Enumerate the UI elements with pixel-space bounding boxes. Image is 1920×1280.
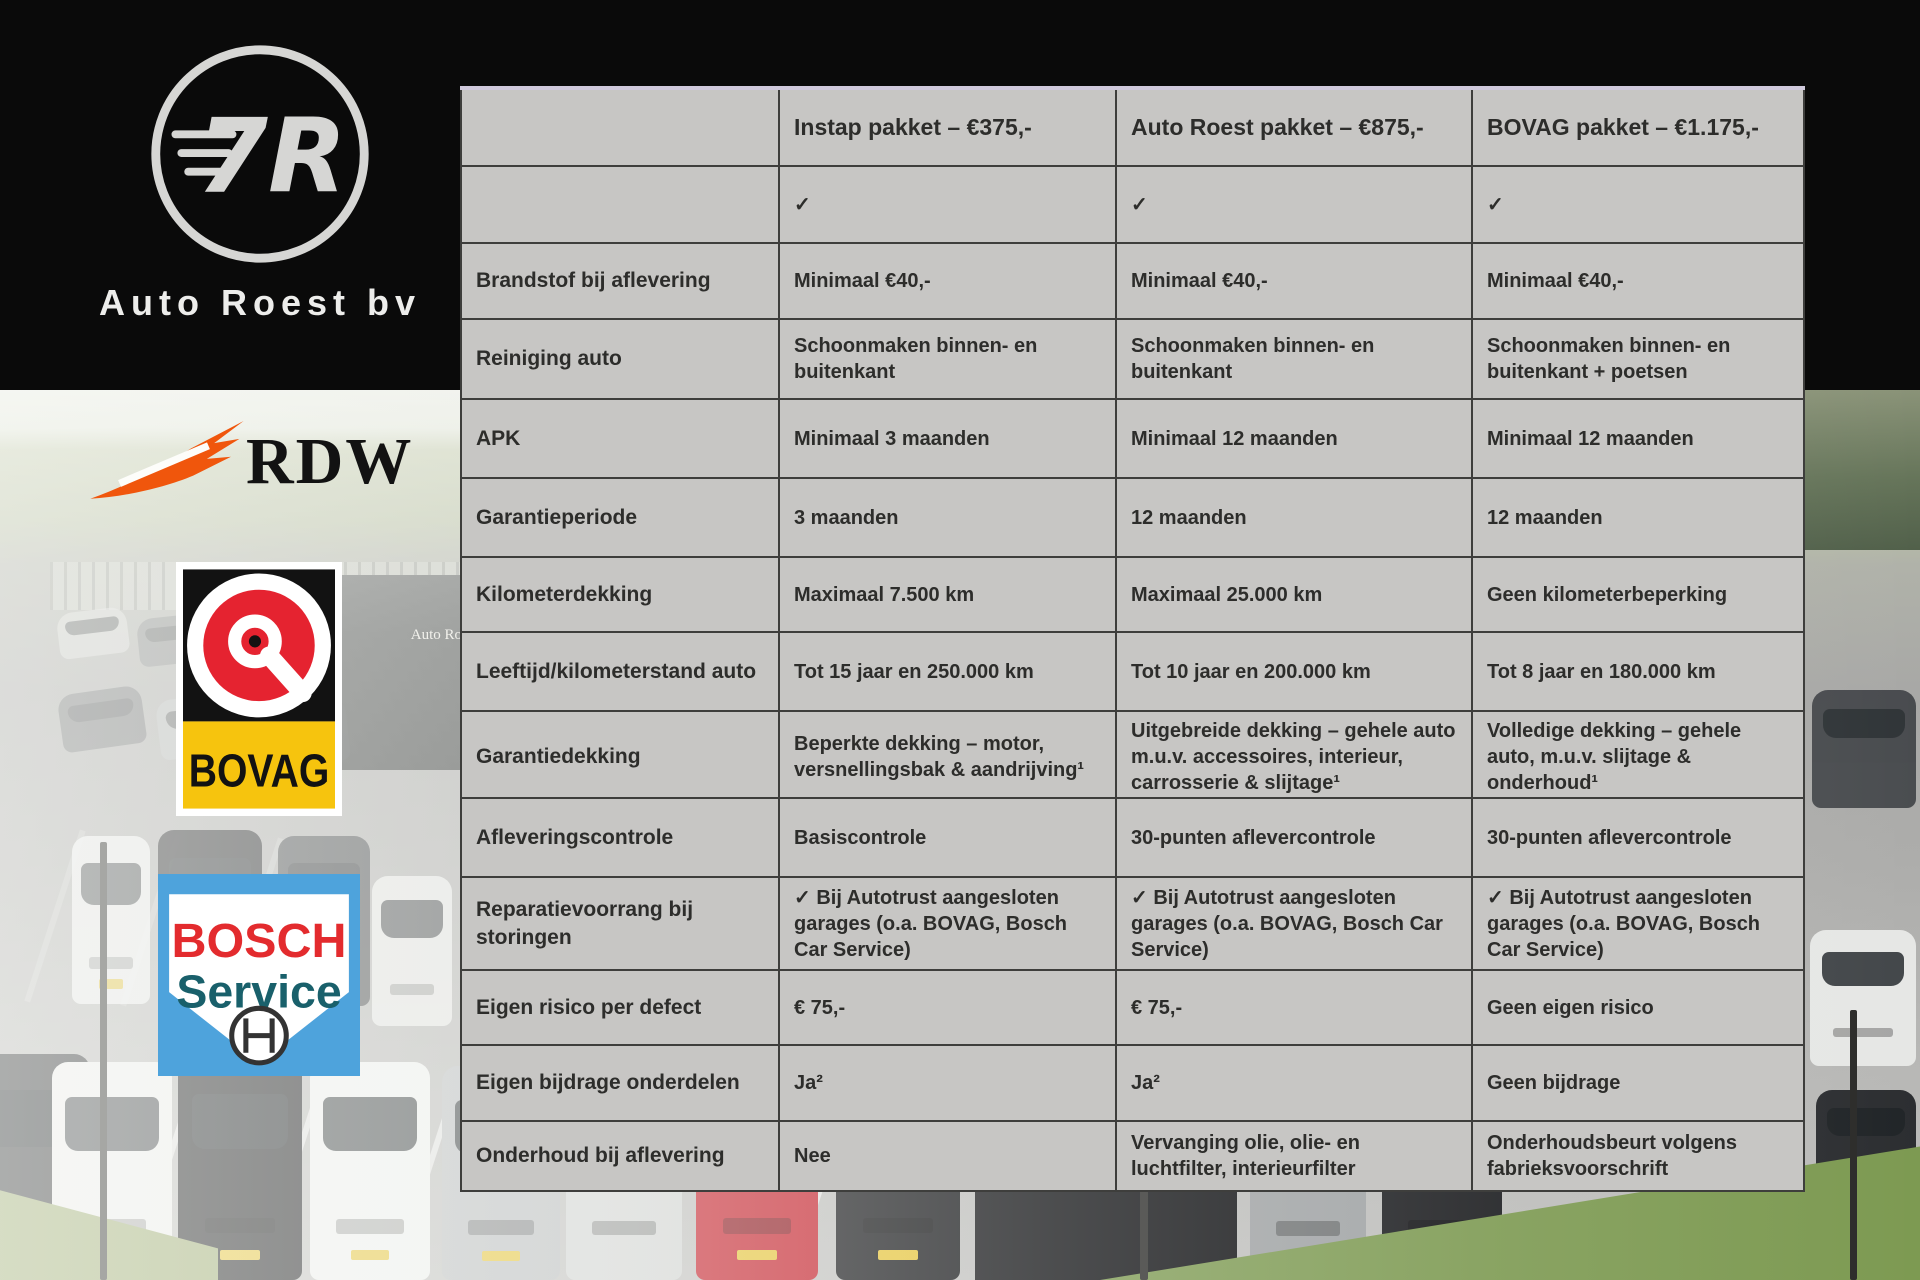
cell: Schoonmaken binnen- en buitenkant + poet… xyxy=(1487,335,1731,383)
auto-roest-logo: 7R Auto Roest bv xyxy=(60,8,460,390)
row-label: Garantiedekking xyxy=(462,712,780,802)
cell: Nee xyxy=(780,1122,1117,1190)
table-header-row: Instap pakket – €375,- Auto Roest pakket… xyxy=(462,90,1803,167)
lamppost xyxy=(100,842,107,1280)
table-row: Onderhoud bij aflevering Nee Vervanging … xyxy=(462,1122,1803,1190)
car-shape xyxy=(55,605,131,661)
table-row: Garantieperiode 3 maanden 12 maanden 12 … xyxy=(462,479,1803,558)
table-row: ✓ ✓ ✓ xyxy=(462,167,1803,244)
car-shape xyxy=(72,836,150,1004)
car-shape xyxy=(178,1058,302,1280)
cell: Geen kilometerbeperking xyxy=(1487,583,1728,606)
cell: Minimaal 12 maanden xyxy=(1487,427,1694,450)
rdw-wing-icon xyxy=(90,421,244,499)
cell: Maximaal 7.500 km xyxy=(780,558,1117,631)
row-label: Kilometerdekking xyxy=(462,558,780,631)
row-label: Eigen risico per defect xyxy=(462,971,780,1044)
bosch-service-logo: BOSCH Service xyxy=(158,874,360,1076)
cell: Maximaal 25.000 km xyxy=(1117,558,1473,631)
row-label: Reiniging auto xyxy=(462,320,780,398)
bosch-wordmark: BOSCH xyxy=(171,914,346,968)
cell: 12 maanden xyxy=(1117,479,1473,556)
cell: € 75,- xyxy=(780,971,1117,1044)
cell: Geen bijdrage xyxy=(1487,1072,1621,1094)
brand-name: Auto Roest bv xyxy=(98,282,421,323)
header-cell-auto-roest: Auto Roest pakket – €875,- xyxy=(1117,90,1473,165)
cell: Vervanging olie, olie- en luchtfilter, i… xyxy=(1117,1122,1473,1190)
row-label: Leeftijd/kilometerstand auto xyxy=(462,633,780,710)
bovag-logo: BOVAG xyxy=(176,562,342,816)
cell: Schoonmaken binnen- en buitenkant xyxy=(780,320,1117,398)
row-label: Onderhoud bij aflevering xyxy=(462,1122,780,1190)
cell: ✓ Bij Autotrust aangesloten garages (o.a… xyxy=(780,878,1117,969)
car-shape xyxy=(372,876,452,1026)
auto-roest-monogram-icon: 7R xyxy=(151,45,369,263)
cell: Tot 10 jaar en 200.000 km xyxy=(1117,633,1473,710)
car-shape xyxy=(56,684,148,754)
cell-checkmark: ✓ xyxy=(1487,193,1504,216)
table-row: APK Minimaal 3 maanden Minimaal 12 maand… xyxy=(462,400,1803,479)
cell: Onderhoudsbeurt volgens fabrieksvoorschr… xyxy=(1487,1132,1738,1180)
header-cell-bovag: BOVAG pakket – €1.175,- xyxy=(1487,113,1759,140)
cell: 30-punten aflevercontrole xyxy=(1487,826,1732,849)
cell: Schoonmaken binnen- en buitenkant xyxy=(1117,320,1473,398)
cell: Minimaal 3 maanden xyxy=(780,400,1117,477)
row-label: Brandstof bij aflevering xyxy=(462,244,780,318)
row-label: Eigen bijdrage onderdelen xyxy=(462,1046,780,1120)
header-cell-instap: Instap pakket – €375,- xyxy=(780,90,1117,165)
table-row: Reiniging auto Schoonmaken binnen- en bu… xyxy=(462,320,1803,400)
bovag-wordmark: BOVAG xyxy=(189,745,330,797)
row-label: Afleveringscontrole xyxy=(462,799,780,876)
comparison-table: Instap pakket – €375,- Auto Roest pakket… xyxy=(460,86,1805,1192)
cell: € 75,- xyxy=(1117,971,1473,1044)
cell: Beperkte dekking – motor, versnellingsba… xyxy=(780,712,1117,802)
cell: Tot 8 jaar en 180.000 km xyxy=(1487,660,1716,683)
cell: Uitgebreide dekking – gehele auto m.u.v.… xyxy=(1117,712,1473,802)
cell: Minimaal 12 maanden xyxy=(1117,400,1473,477)
building-sign: Auto Ro xyxy=(410,627,462,643)
bosch-shield-icon: BOSCH Service xyxy=(158,874,360,1076)
bovag-emblem-icon: BOVAG xyxy=(183,569,335,809)
row-label: Garantieperiode xyxy=(462,479,780,556)
cell: Minimaal €40,- xyxy=(780,244,1117,318)
car-shape xyxy=(310,1062,430,1280)
trees xyxy=(1800,390,1920,550)
cell-checkmark: ✓ xyxy=(1117,167,1473,242)
cell: 30-punten aflevercontrole xyxy=(1117,799,1473,876)
row-label: APK xyxy=(462,400,780,477)
row-label: Reparatievoorrang bij storingen xyxy=(462,878,780,969)
table-row: Eigen bijdrage onderdelen Ja² Ja² Geen b… xyxy=(462,1046,1803,1122)
lamppost xyxy=(1850,1010,1857,1280)
cell: Geen eigen risico xyxy=(1487,996,1654,1019)
cell: 12 maanden xyxy=(1487,506,1603,529)
cell: Ja² xyxy=(1117,1046,1473,1120)
cell: Minimaal €40,- xyxy=(1117,244,1473,318)
monogram-text: 7R xyxy=(197,97,347,216)
cell-checkmark: ✓ xyxy=(780,167,1117,242)
showroom-building: Auto Ro xyxy=(330,575,464,770)
table-row: Afleveringscontrole Basiscontrole 30-pun… xyxy=(462,799,1803,878)
rdw-logo: RDW xyxy=(84,402,414,522)
car-shape xyxy=(1810,930,1916,1066)
bosch-armature-icon xyxy=(229,1005,289,1066)
row-label xyxy=(462,167,780,242)
cell: Tot 15 jaar en 250.000 km xyxy=(780,633,1117,710)
table-row: Brandstof bij aflevering Minimaal €40,- … xyxy=(462,244,1803,320)
table-row: Eigen risico per defect € 75,- € 75,- Ge… xyxy=(462,971,1803,1046)
cell: 3 maanden xyxy=(780,479,1117,556)
cell: ✓ Bij Autotrust aangesloten garages (o.a… xyxy=(1117,878,1473,969)
cell: Volledige dekking – gehele auto, m.u.v. … xyxy=(1487,720,1742,794)
table-row: Reparatievoorrang bij storingen ✓ Bij Au… xyxy=(462,878,1803,971)
rdw-wordmark: RDW xyxy=(246,425,414,498)
car-shape xyxy=(1812,690,1916,808)
cell: Basiscontrole xyxy=(780,799,1117,876)
table-row: Kilometerdekking Maximaal 7.500 km Maxim… xyxy=(462,558,1803,633)
cell: Minimaal €40,- xyxy=(1487,270,1624,292)
cell: ✓ Bij Autotrust aangesloten garages (o.a… xyxy=(1487,886,1761,961)
header-cell xyxy=(462,90,780,165)
cell: Ja² xyxy=(780,1046,1117,1120)
table-row: Garantiedekking Beperkte dekking – motor… xyxy=(462,712,1803,802)
table-row: Leeftijd/kilometerstand auto Tot 15 jaar… xyxy=(462,633,1803,712)
